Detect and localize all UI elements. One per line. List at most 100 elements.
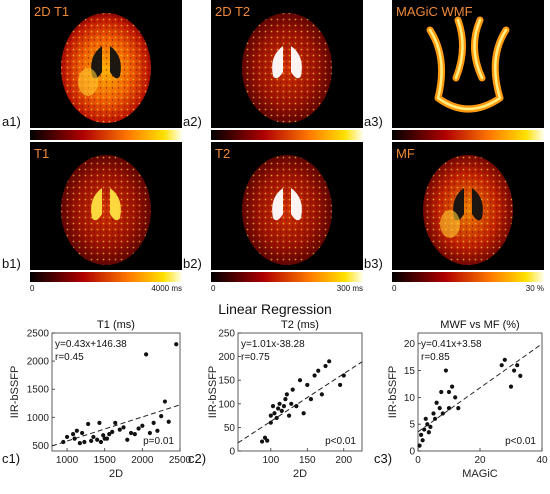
y-tick-label: 500 [32,441,49,452]
plot-title: MWF vs MF (%) [440,319,519,331]
y-tick-label: 0 [409,447,415,458]
y-tick-label: 20 [404,339,416,350]
data-point [274,415,279,421]
data-point [270,404,276,409]
data-point [113,420,118,426]
data-point [64,434,70,440]
map-title: T2 [215,146,230,161]
data-point [121,425,126,430]
p-value: p<0.01 [505,436,536,447]
data-point [443,368,448,373]
y-axis-label: IIR-bSSFP [387,366,399,419]
data-point [110,429,115,434]
data-point [159,414,164,419]
x-axis-label: 2D [109,468,123,480]
data-point [117,427,122,432]
data-point [97,420,102,426]
left-ventricle [272,188,283,221]
y-tick-label: 15 [404,366,416,377]
data-point [155,428,160,433]
correlation-r: r=0.45 [55,352,84,363]
data-point [323,363,328,369]
data-point [341,373,346,378]
map-panel-b1: T1 0 4000 ms b1) [2,142,182,293]
left-ventricle [272,46,283,79]
data-point [98,439,104,445]
left-ventricle [91,46,102,79]
data-point [316,368,321,373]
data-point [450,384,455,389]
data-point [151,420,156,426]
colorbar [30,130,182,140]
y-tick-label: 250 [218,329,235,340]
y-tick-label: 1500 [27,385,50,396]
data-point [279,408,284,413]
white-matter-core [428,18,508,111]
regression-heading: Linear Regression [218,301,332,317]
left-ventricle [91,188,102,221]
map-title: MF [396,146,415,161]
regression-line [417,343,543,433]
x-tick-label: 150 [299,455,316,466]
y-tick-label: 5 [409,420,415,431]
data-point [144,352,149,357]
map-title: 2D T1 [34,4,69,19]
data-point [101,433,106,438]
panel-tag: a3) [364,114,383,129]
colorbar [392,130,544,140]
data-point [91,434,96,440]
data-point [439,389,444,395]
data-point [72,436,77,441]
colorbar-min: 0 [392,284,397,293]
data-point [265,438,270,443]
data-point [128,430,134,436]
right-ventricle [291,46,302,79]
data-point [283,396,288,402]
data-point [174,342,179,347]
data-point [125,437,130,442]
map-title: T1 [34,146,49,161]
data-point [502,357,507,362]
data-point [276,406,281,411]
y-tick-label: 2000 [27,357,50,368]
data-point [272,411,277,416]
data-point [437,405,442,411]
data-point [426,430,431,435]
data-point [268,420,273,425]
data-point [284,392,289,397]
fit-equation: y=1.01x-38.28 [241,339,305,350]
map-panel-a3: MAGiC WMF060 %a3) [364,0,544,151]
data-point [86,421,91,427]
data-point [132,432,137,437]
x-tick-label: 20 [474,455,486,466]
data-point [80,430,85,436]
data-point [286,413,292,418]
data-point [104,436,110,441]
map-panel-b2: T2 0 300 ms b2) [183,142,363,293]
data-point [140,423,145,428]
y-tick-label: 1000 [27,413,50,424]
data-point [456,405,461,411]
data-point [518,373,523,379]
plot-frame [417,332,543,452]
panel-tag: a1) [2,114,21,129]
data-point [319,392,324,397]
data-point [440,411,445,416]
bright-region [78,68,98,96]
plot-frame [237,332,363,452]
correlation-r: r=0.75 [241,352,270,363]
data-point [294,404,299,409]
colorbar-max: 30 % [526,284,544,293]
panel-tag: c1) [2,451,20,466]
data-point [312,373,317,378]
correlation-r: r=0.85 [421,352,450,363]
data-point [262,435,268,440]
data-point [77,441,82,446]
y-tick-label: 0 [229,447,235,458]
brain-texture [61,13,151,123]
data-point [268,413,273,418]
y-tick-label: 150 [218,376,235,387]
